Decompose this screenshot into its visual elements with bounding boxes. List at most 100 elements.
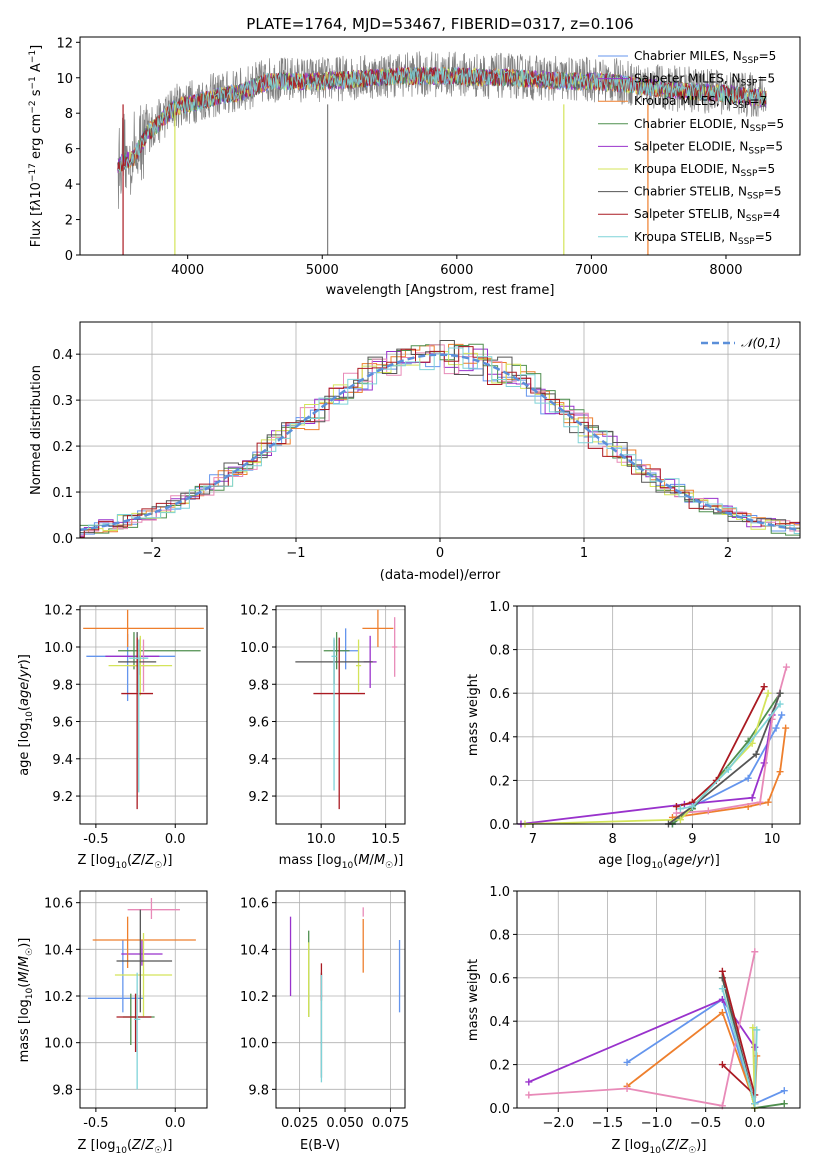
mw-z-point-marker [780,1100,788,1108]
mw-age-point-marker [676,805,684,813]
spectrum-title: PLATE=1764, MJD=53467, FIBERID=0317, z=0… [246,15,633,33]
residual-ytick-label: 0.2 [52,440,73,455]
mass-z-ytick-label: 10.0 [44,1037,73,1052]
mw-age-point-marker [752,750,760,758]
age-mass-ytick-label: 9.8 [248,678,269,693]
mw-age-point-marker [688,803,696,811]
legend-label-value: =5 [757,72,775,86]
mass-z-xtick-label: 0.0 [165,1116,186,1131]
mass-ebv-ytick-label: 10.6 [240,897,269,912]
normal-curve [80,353,800,532]
mw-age-xtick-label: 9 [688,832,696,847]
legend-label-value: =5 [755,230,773,244]
mass-ebv-xtick-label: 0.050 [326,1116,363,1131]
mw-z-point-marker [525,1091,533,1099]
mw-z-xlabel: Z [log10(Z/Z☉)] [612,1138,707,1156]
age-mass-ytick-label: 9.6 [248,716,269,731]
mass-weight-vs-z-panel: −2.0 −1.5 −1.0 −0.5 0.0 0.0 0.2 0.4 0.6 0.8 1.0 [489,885,801,1131]
svg-text:Flux [fλ10−17 erg cm−2 s−1 A−1: Flux [fλ10−17 erg cm−2 s−1 A−1] [28,45,44,247]
spectrum-legend: Chabrier MILES, NSSP=5 Salpeter MILES, NS… [598,49,784,247]
age-mass-ytick-label: 10.0 [240,641,269,656]
mass-vs-ebv-panel: 0.025 0.050 0.075 9.8 10.0 10.2 10.4 10.6 [240,890,409,1131]
mass-z-ylabel: mass [log10(M/M☉)] [17,938,35,1063]
spectrum-model-line [117,65,767,172]
mw-z-ytick-label: 0.2 [489,1059,510,1074]
legend-subscript: SSP [741,169,758,179]
mass-ebv-ytick-label: 10.4 [240,943,269,958]
mw-age-xtick-label: 7 [529,832,537,847]
mw-age-frame [516,605,801,825]
mw-age-point-marker [756,798,764,806]
age-z-points [83,609,204,810]
mw-age-point-marker [676,816,684,824]
mw-z-point-marker [718,1009,726,1017]
mw-age-point-marker [672,803,680,811]
residual-lines [80,340,800,538]
spectrum-lines [117,51,767,255]
legend-label-value: =5 [757,162,775,176]
legend-label: Salpeter ELODIE, NSSP=5 [634,139,783,156]
residual-ytick-label: 0.0 [52,532,73,547]
mw-age-point-marker [748,794,756,802]
mw-z-ylabel: mass weight [466,959,481,1041]
mass-ebv-points [289,907,401,1083]
spectrum-ytick-label: 10 [56,72,73,87]
age-mass-ytick-label: 9.4 [248,753,269,768]
age-z-frame [79,605,208,825]
legend-subscript: SSP [750,124,767,134]
mw-age-ytick-label: 0.4 [489,731,510,746]
mw-z-series-line [626,998,785,1105]
age-mass-xtick-label: 10.5 [371,832,400,847]
mw-z-xtick-label: −2.0 [542,1116,574,1131]
legend-label: Chabrier ELODIE, NSSP=5 [634,117,784,134]
mass-vs-z-panel: -0.5 0.0 9.8 10.0 10.2 10.4 10.6 [44,890,208,1131]
mw-age-ytick-label: 0.2 [489,774,510,789]
legend-label: Salpeter MILES, NSSP=5 [634,72,775,89]
age-mass-frame [275,605,406,825]
spectrum-panel: PLATE=1764, MJD=53467, FIBERID=0317, z=0… [28,15,801,298]
mass-ebv-xlabel: E(B-V) [300,1138,340,1153]
mw-age-point-marker [724,766,732,773]
mass-ebv-ytick-label: 9.8 [248,1083,269,1098]
age-z-ytick-label: 9.4 [52,753,73,768]
mw-age-series-line [676,686,765,808]
mw-z-lines [525,948,788,1112]
residual-legend: 𝒩(0,1) [701,336,781,350]
mass-z-frame [79,890,208,1109]
spectrum-model-line [117,65,767,173]
mw-z-point-marker [751,948,759,956]
age-mass-points [295,609,398,810]
mw-age-xlabel: age [log10(age/yr)] [598,853,720,871]
mass-z-ytick-label: 10.4 [44,943,73,958]
age-mass-ytick-label: 10.2 [240,604,269,619]
spectrum-ytick-label: 4 [65,178,73,193]
age-z-ytick-label: 10.0 [44,641,73,656]
mw-z-point-marker [780,1087,788,1095]
mw-age-xtick-label: 10 [764,832,781,847]
legend-subscript: SSP [733,101,750,111]
mw-z-point-marker [718,967,726,975]
mw-age-point-marker [776,689,784,697]
mw-age-ytick-label: 0.8 [489,644,510,659]
mw-age-point-marker [782,724,790,732]
spectrum-ytick-label: 12 [56,36,73,51]
spectrum-frame [79,36,801,256]
age-z-ytick-label: 10.2 [44,604,73,619]
residual-histogram [80,347,800,534]
legend-subscript: SSP [748,146,765,156]
residual-xtick-label: −2 [142,546,161,561]
mw-z-xtick-label: −1.0 [641,1116,673,1131]
residual-ytick-label: 0.3 [52,394,73,409]
spectrum-xtick-label: 4000 [171,263,204,278]
mw-age-ylabel: mass weight [466,674,481,756]
mw-age-point-marker [772,724,780,732]
mw-z-xtick-label: 0.0 [744,1116,765,1131]
mw-z-ytick-label: 0.0 [489,1102,510,1117]
age-z-ytick-label: 9.2 [52,790,73,805]
spectrum-xtick-label: 5000 [306,263,339,278]
legend-label-value: =4 [763,207,781,221]
mw-age-ytick-label: 0.6 [489,687,510,702]
residual-xtick-label: 2 [724,546,732,561]
mass-weight-vs-age-panel: 7 8 9 10 0.0 0.2 0.4 0.6 0.8 1.0 [489,600,801,847]
